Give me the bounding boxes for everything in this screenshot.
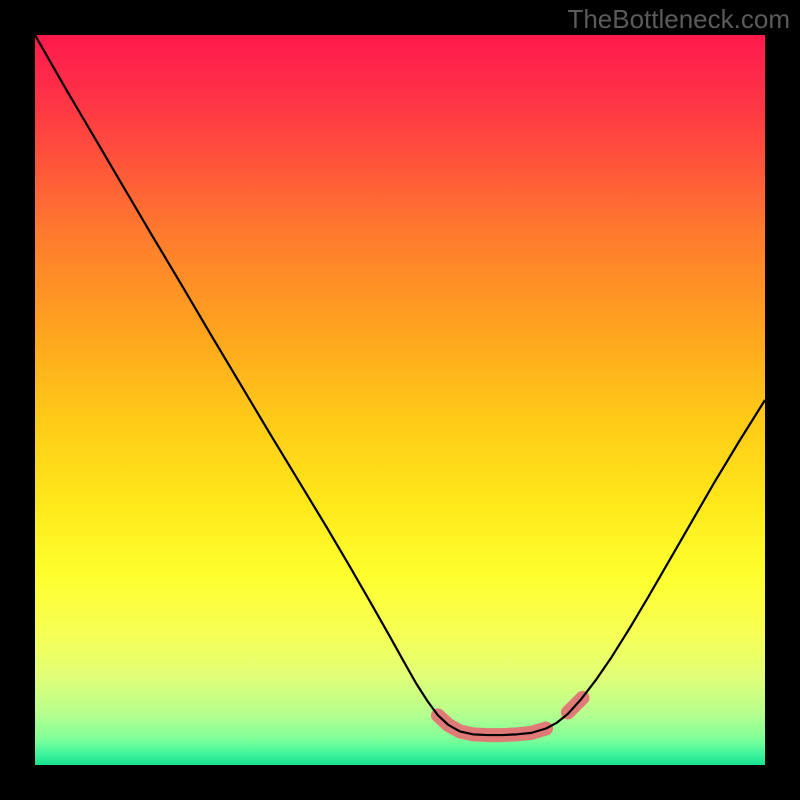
watermark-text: TheBottleneck.com xyxy=(567,4,790,35)
plot-svg xyxy=(35,35,765,765)
chart-frame: TheBottleneck.com xyxy=(0,0,800,800)
plot-area xyxy=(35,35,765,765)
